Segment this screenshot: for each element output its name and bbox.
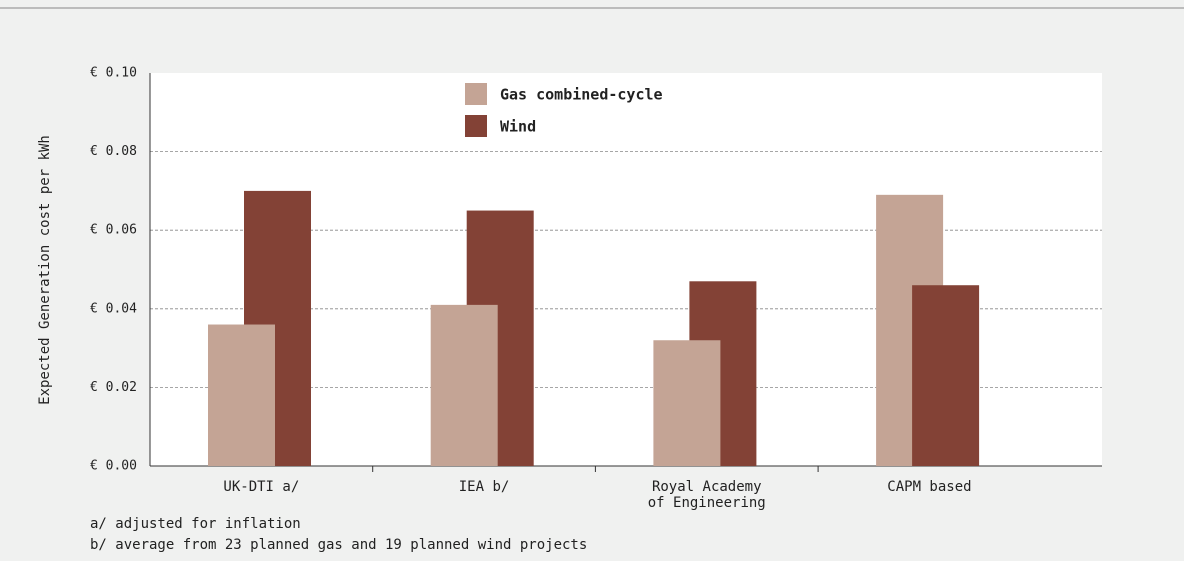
y-tick-label: € 0.04 — [90, 301, 137, 316]
y-axis-label: Expected Generation cost per kWh — [37, 135, 53, 405]
bar — [653, 340, 721, 466]
x-tick-label: IEA b/ — [458, 479, 510, 495]
x-tick-label: UK-DTI a/ — [223, 479, 300, 495]
x-tick-label: Royal Academy of Engineering — [647, 479, 766, 511]
y-tick-label: € 0.02 — [90, 380, 137, 395]
footnote: b/ average from 23 planned gas and 19 pl… — [90, 537, 587, 553]
legend-label: Gas combined-cycle — [500, 86, 663, 104]
x-tick-label: CAPM based — [887, 479, 972, 495]
legend-swatch — [465, 115, 487, 137]
y-tick-label: € 0.10 — [90, 66, 137, 81]
bar — [912, 285, 980, 466]
legend-label: Wind — [500, 118, 536, 136]
bar — [208, 324, 275, 466]
bar — [430, 304, 498, 466]
y-tick-label: € 0.00 — [90, 459, 137, 474]
footnote: a/ adjusted for inflation — [90, 516, 301, 532]
y-tick-label: € 0.08 — [90, 144, 137, 159]
y-tick-label: € 0.06 — [90, 223, 137, 238]
legend-swatch — [465, 83, 487, 105]
